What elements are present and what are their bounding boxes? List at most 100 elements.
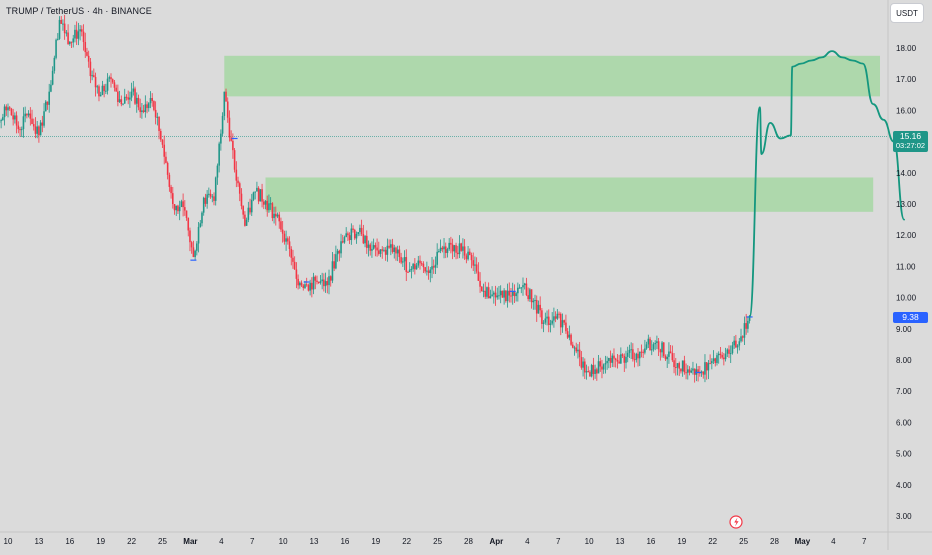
- candle-body: [95, 77, 97, 87]
- candle-body: [623, 356, 625, 363]
- price-axis[interactable]: 18.0017.0016.0015.0014.0013.0012.0011.00…: [896, 44, 917, 521]
- candle-body: [558, 314, 560, 315]
- lightning-icon[interactable]: [730, 516, 742, 528]
- candle-body: [478, 271, 480, 280]
- candle-body: [510, 296, 512, 297]
- candle-body: [548, 317, 550, 325]
- candle-body: [5, 106, 7, 110]
- candle-body: [88, 56, 90, 62]
- candle-body: [261, 189, 263, 201]
- candle-body: [179, 207, 181, 211]
- candle-body: [206, 194, 208, 204]
- candle-body: [582, 362, 584, 368]
- candle-body: [76, 30, 78, 39]
- candle-body: [4, 106, 6, 117]
- candle-body: [428, 271, 430, 273]
- y-tick-label: 5.00: [896, 450, 912, 459]
- candle-body: [551, 321, 553, 324]
- candle-body: [639, 352, 641, 359]
- candle-body: [66, 33, 68, 34]
- candle-body: [725, 354, 727, 359]
- candle-body: [728, 349, 730, 353]
- x-tick-label: 22: [402, 537, 411, 546]
- candle-body: [11, 109, 13, 115]
- candle-body: [366, 236, 368, 248]
- candle-body: [380, 249, 382, 254]
- candle-body: [661, 342, 663, 352]
- candle-body: [356, 234, 358, 238]
- y-tick-label: 11.00: [896, 262, 916, 271]
- current-price-badge: 15.16 03:27:02: [893, 131, 928, 152]
- candle-body: [145, 104, 147, 112]
- candle-body: [199, 223, 201, 227]
- x-tick-label: 10: [4, 537, 13, 546]
- candle-body: [38, 126, 40, 135]
- candle-body: [567, 331, 569, 337]
- currency-button[interactable]: USDT: [890, 3, 924, 23]
- candle-body: [165, 157, 167, 163]
- candle-body: [194, 251, 196, 257]
- candle-body: [42, 123, 44, 126]
- candle-body: [33, 124, 35, 126]
- candle-body: [112, 79, 114, 82]
- candle-body: [735, 341, 737, 348]
- candle-body: [611, 356, 613, 363]
- candle-body: [466, 256, 468, 260]
- candle-body: [306, 284, 308, 285]
- candle-body: [630, 349, 632, 350]
- x-tick-label: 19: [677, 537, 686, 546]
- candle-body: [146, 104, 148, 108]
- candle-body: [158, 117, 160, 131]
- candle-body: [498, 295, 500, 296]
- candle-body: [507, 291, 509, 301]
- candle-body: [143, 110, 145, 112]
- candle-body: [574, 348, 576, 349]
- candle-body: [388, 246, 390, 248]
- zone-upper[interactable]: [224, 56, 880, 97]
- candle-body: [162, 140, 164, 145]
- candle-body: [484, 291, 486, 297]
- candle-body: [491, 294, 493, 296]
- candle-body: [270, 203, 272, 204]
- candle-body: [357, 232, 359, 234]
- candle-body: [141, 110, 143, 112]
- candle-body: [248, 208, 250, 220]
- candle-body: [515, 293, 517, 296]
- candle-body: [256, 188, 258, 192]
- candle-body: [479, 281, 481, 287]
- y-tick-label: 13.00: [896, 200, 917, 209]
- candle-body: [381, 249, 383, 250]
- x-tick-label: 13: [310, 537, 319, 546]
- candle-body: [249, 208, 251, 213]
- zone-lower[interactable]: [266, 177, 874, 211]
- candle-body: [268, 203, 270, 210]
- candle-body: [481, 287, 483, 292]
- candle-body: [629, 350, 631, 353]
- x-tick-label: Apr: [490, 537, 504, 546]
- candle-body: [205, 198, 207, 204]
- candle-body: [454, 245, 456, 251]
- candle-body: [251, 200, 253, 212]
- candle-body: [160, 131, 162, 140]
- candle-body: [208, 194, 210, 195]
- candle-body: [352, 229, 354, 230]
- candle-body: [332, 261, 334, 280]
- candle-body: [708, 363, 710, 370]
- candle-body: [440, 248, 442, 251]
- candle-body: [163, 145, 165, 157]
- candle-body: [378, 250, 380, 253]
- candle-body: [282, 230, 284, 234]
- candle-body: [412, 264, 414, 269]
- candle-body: [308, 285, 310, 291]
- candle-body: [397, 250, 399, 254]
- candle-body: [26, 114, 28, 116]
- candle-body: [115, 88, 117, 92]
- y-tick-label: 7.00: [896, 387, 912, 396]
- candle-body: [407, 272, 409, 273]
- candle-body: [151, 98, 153, 101]
- candle-body: [534, 300, 536, 301]
- candle-body: [462, 246, 464, 250]
